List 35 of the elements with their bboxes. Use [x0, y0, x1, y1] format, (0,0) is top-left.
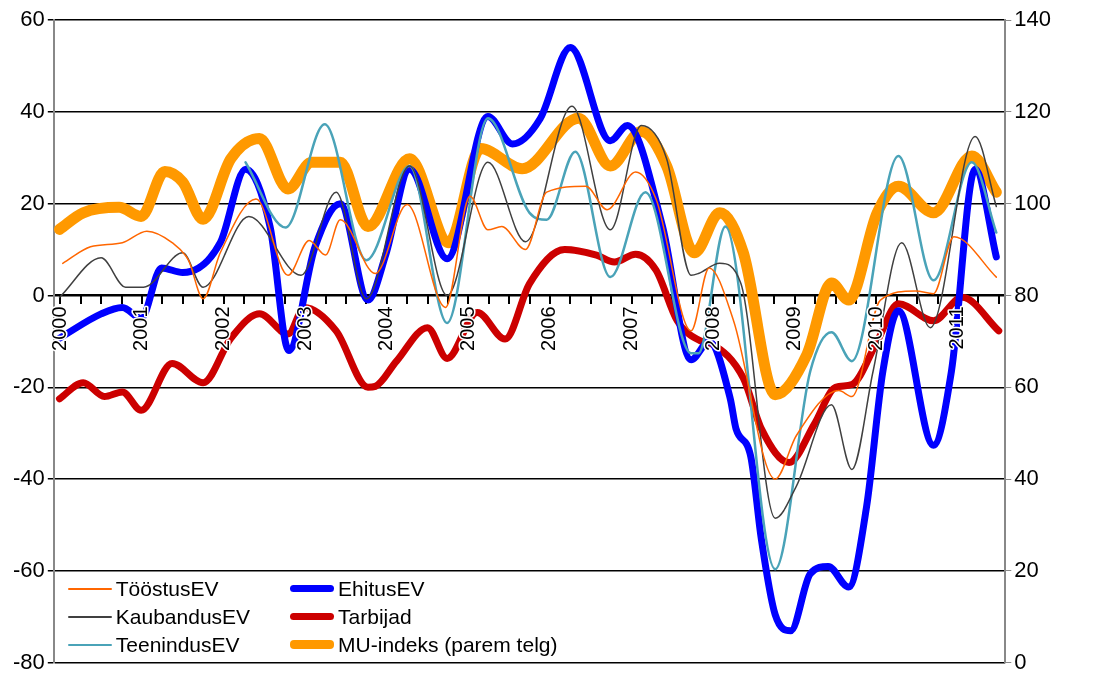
y2-tick-label: 80 — [1014, 281, 1039, 307]
x-tick-label: 2006 — [537, 306, 560, 351]
x-tick-label: 2007 — [619, 306, 642, 351]
y-tick-label: 60 — [20, 6, 45, 32]
y-tick-label: -60 — [13, 557, 45, 583]
x-tick-label: 2002 — [211, 306, 234, 351]
y-tick-label: -80 — [13, 648, 45, 674]
y2-tick-label: 20 — [1014, 557, 1039, 583]
x-tick-label: 2010 — [863, 306, 886, 351]
legend-label: KaubandusEV — [115, 604, 251, 629]
y-tick-label: 20 — [20, 189, 45, 215]
x-tick-label: 2004 — [374, 306, 397, 351]
x-tick-label: 2009 — [782, 306, 805, 351]
x-tick-label: 2001 — [129, 306, 152, 351]
line-series — [244, 117, 998, 571]
y-tick-label: 0 — [32, 281, 45, 307]
x-tick-label: 2005 — [455, 306, 478, 351]
y2-tick-label: 0 — [1014, 648, 1027, 674]
legend-label: Tarbijad — [338, 604, 412, 629]
x-tick-label: 2011 — [945, 306, 968, 350]
legend-label: TööstusEV — [115, 576, 219, 601]
y-tick-label: -40 — [13, 465, 45, 491]
legend-label: TeenindusEV — [115, 632, 240, 657]
x-tick-label: 2000 — [47, 306, 70, 351]
x-tick-label: 2008 — [700, 306, 723, 351]
y2-tick-label: 60 — [1014, 373, 1039, 399]
y2-tick-label: 100 — [1014, 189, 1052, 215]
x-tick-label: 2003 — [292, 306, 315, 351]
y2-tick-label: 120 — [1014, 97, 1052, 123]
legend-label: EhitusEV — [338, 576, 425, 601]
y2-tick-label: 40 — [1014, 465, 1039, 491]
y2-tick-label: 140 — [1014, 6, 1052, 32]
y-tick-label: 40 — [20, 97, 45, 123]
legend-label: MU-indeks (parem telg) — [338, 632, 558, 657]
y-tick-label: -20 — [13, 373, 45, 399]
